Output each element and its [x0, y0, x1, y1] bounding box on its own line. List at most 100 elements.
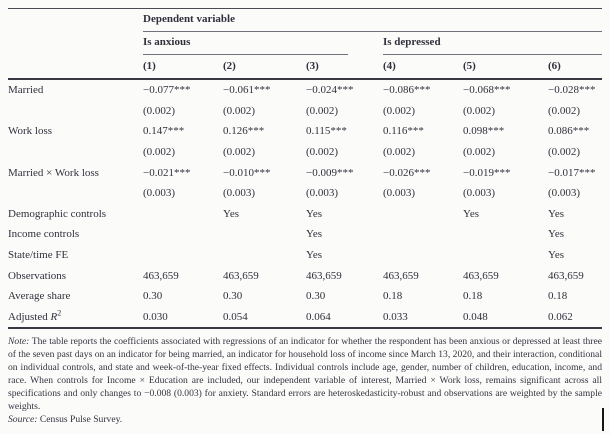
row-label: Income controls	[8, 228, 80, 241]
data-cell: 0.30	[223, 290, 243, 303]
column-header-5: (5)	[463, 55, 548, 80]
data-cell: (0.002)	[306, 104, 339, 117]
data-cell: (0.003)	[383, 187, 416, 200]
dependent-variable-header: Dependent variable	[143, 9, 603, 32]
corner-empty-cell	[8, 9, 143, 33]
data-cell	[463, 245, 548, 266]
data-cell: (0.002)	[463, 146, 496, 159]
data-cell: (0.003)	[143, 187, 176, 200]
data-cell: −0.021***	[143, 166, 191, 179]
source-text: Census Pulse Survey.	[39, 414, 123, 426]
data-cell: 0.033	[383, 306, 463, 330]
data-cell: (0.002)	[306, 146, 339, 159]
table-row-interaction: Married × Work loss −0.021*** −0.010*** …	[8, 162, 602, 183]
data-cell: Yes	[463, 207, 480, 220]
group-header-anxious: Is anxious	[143, 32, 348, 55]
data-cell: −0.026***	[383, 166, 431, 179]
depvar-cell: Dependent variable	[143, 9, 603, 32]
data-cell	[383, 245, 463, 266]
table-row-married: Married −0.077*** −0.061*** −0.024*** −0…	[8, 79, 602, 101]
data-cell: 0.126***	[223, 125, 265, 138]
data-cell: 0.18	[383, 290, 403, 303]
data-cell: 0.064	[306, 306, 383, 330]
data-cell: −0.017***	[548, 166, 596, 179]
row-label: Married	[8, 84, 44, 97]
data-cell: 0.030	[143, 306, 223, 330]
data-cell: 0.18	[463, 290, 483, 303]
data-cell: (0.002)	[383, 104, 416, 117]
data-cell: −0.028***	[548, 84, 596, 97]
data-cell: (0.002)	[463, 104, 496, 117]
data-cell	[143, 245, 223, 266]
data-cell: 463,659	[383, 269, 419, 282]
column-header-2: (2)	[223, 55, 306, 80]
data-cell: Yes	[548, 228, 565, 241]
row-label: Demographic controls	[8, 207, 107, 220]
header-row-columns: (1) (2) (3) (4) (5) (6)	[8, 55, 603, 80]
data-cell	[143, 224, 223, 245]
row-label: Married × Work loss	[8, 166, 99, 179]
data-cell: Yes	[548, 249, 565, 262]
corner-empty-cell	[8, 55, 143, 80]
regression-table: Dependent variable Is anxious Is depress…	[8, 8, 603, 330]
data-cell	[223, 224, 306, 245]
data-cell: (0.003)	[306, 187, 339, 200]
group-cell-anxious: Is anxious	[143, 32, 383, 55]
data-cell	[463, 224, 548, 245]
header-row-depvar: Dependent variable	[8, 9, 603, 33]
table-row-workloss-se: (0.002) (0.002) (0.002) (0.002) (0.002) …	[8, 142, 602, 163]
table-row-observations: Observations 463,659 463,659 463,659 463…	[8, 265, 602, 286]
data-cell: −0.077***	[143, 84, 191, 97]
data-cell: (0.003)	[463, 187, 496, 200]
table-row-adjusted-r2: Adjusted R2 0.030 0.054 0.064 0.033 0.04…	[8, 306, 603, 330]
table-row-average-share: Average share 0.30 0.30 0.30 0.18 0.18 0…	[8, 286, 602, 307]
r-symbol: R	[50, 310, 58, 323]
data-cell: −0.010***	[223, 166, 271, 179]
data-cell	[143, 204, 223, 225]
header-row-groups: Is anxious Is depressed	[8, 32, 603, 55]
data-cell	[383, 204, 463, 225]
data-cell: 0.115***	[306, 125, 347, 138]
r2-superscript: 2	[57, 308, 62, 318]
table-row-workloss: Work loss 0.147*** 0.126*** 0.115*** 0.1…	[8, 121, 602, 142]
data-cell: (0.002)	[143, 146, 176, 159]
table-row-interaction-se: (0.003) (0.003) (0.003) (0.003) (0.003) …	[8, 183, 602, 204]
table-row-demographic-controls: Demographic controls Yes Yes Yes Yes	[8, 204, 602, 225]
note-text: The table reports the coefficients assoc…	[8, 336, 603, 413]
data-cell: 0.147***	[143, 125, 185, 138]
row-label	[8, 183, 143, 204]
regression-table-page: Dependent variable Is anxious Is depress…	[8, 8, 603, 426]
column-header-4: (4)	[383, 55, 463, 80]
data-cell: 463,659	[463, 269, 499, 282]
data-cell: 0.116***	[383, 125, 424, 138]
table-row-state-time-fe: State/time FE Yes Yes	[8, 245, 602, 266]
scan-artifact	[601, 408, 604, 431]
row-label: Adjusted R2	[8, 306, 143, 330]
data-cell: −0.061***	[223, 84, 271, 97]
data-cell: 0.30	[306, 290, 326, 303]
data-cell: (0.002)	[223, 104, 256, 117]
column-header-1: (1)	[143, 55, 223, 80]
data-cell: (0.002)	[383, 146, 416, 159]
data-cell	[383, 224, 463, 245]
data-cell: (0.002)	[143, 104, 176, 117]
data-cell: 463,659	[306, 269, 342, 282]
data-cell: (0.002)	[548, 104, 581, 117]
table-row-married-se: (0.002) (0.002) (0.002) (0.002) (0.002) …	[8, 101, 602, 122]
note-label: Note:	[8, 336, 30, 348]
data-cell: −0.068***	[463, 84, 511, 97]
column-header-6: (6)	[548, 55, 603, 80]
data-cell: 0.098***	[463, 125, 505, 138]
row-label	[8, 101, 143, 122]
table-note: Note: The table reports the coefficients…	[8, 335, 602, 413]
row-label: Work loss	[8, 125, 53, 138]
data-cell: Yes	[306, 207, 323, 220]
row-label	[8, 142, 143, 163]
data-cell: 0.086***	[548, 125, 590, 138]
data-cell	[223, 245, 306, 266]
data-cell: 0.062	[548, 306, 603, 330]
data-cell: 463,659	[548, 269, 584, 282]
data-cell: (0.003)	[223, 187, 256, 200]
row-label: Average share	[8, 290, 71, 303]
data-cell: −0.019***	[463, 166, 511, 179]
